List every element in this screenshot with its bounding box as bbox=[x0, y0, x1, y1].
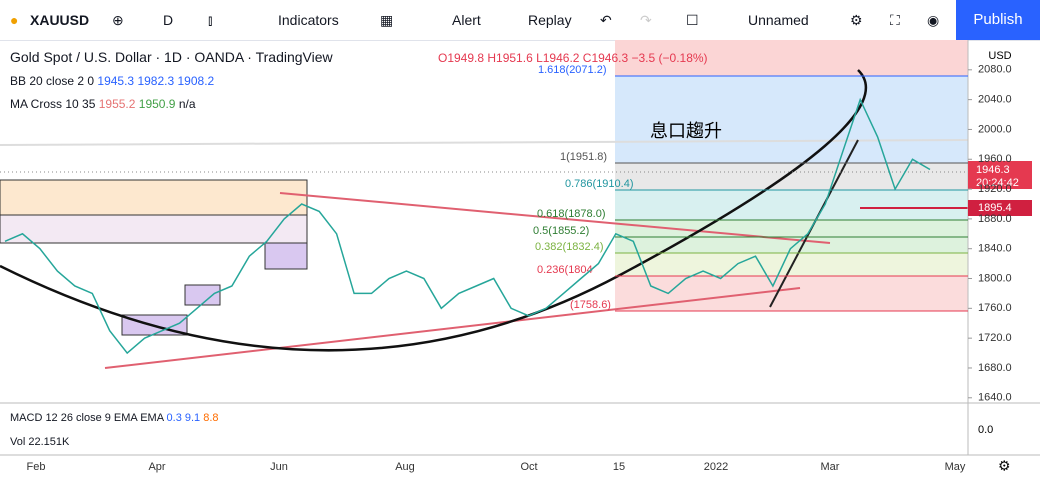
layout-box[interactable]: ☐ bbox=[686, 12, 699, 28]
y-tick-label: 1720.0 bbox=[978, 332, 1012, 344]
toolbar: ● XAUUSD ⊕ D ⫾ Indicators ▦ Alert Replay… bbox=[0, 0, 1040, 41]
settings[interactable]: ⚙ bbox=[850, 12, 863, 28]
macd-value: 8.8 bbox=[203, 412, 219, 424]
y-tick-label: 1680.0 bbox=[978, 362, 1012, 374]
y-tick-label: 2040.0 bbox=[978, 94, 1012, 106]
ma-label: MA Cross 10 35 bbox=[10, 97, 96, 111]
bb-label: BB 20 close 2 0 bbox=[10, 74, 95, 88]
fib-label: 1(1951.8) bbox=[560, 151, 607, 163]
indicators[interactable]: Indicators bbox=[278, 12, 339, 28]
fib-zone bbox=[615, 40, 968, 76]
bb-value: 1908.2 bbox=[177, 74, 215, 88]
fib-zone bbox=[615, 163, 968, 190]
fullscreen[interactable]: ⛶ bbox=[890, 12, 900, 28]
templates[interactable]: ▦ bbox=[380, 12, 394, 28]
fib-label: 0.5(1855.2) bbox=[533, 225, 589, 237]
trend-line bbox=[104, 287, 801, 369]
bb-value: 1982.3 bbox=[137, 74, 175, 88]
undo[interactable]: ↶ bbox=[600, 12, 612, 28]
chart-title: Gold Spot / U.S. Dollar · 1D · OANDA · T… bbox=[10, 49, 333, 65]
y-tick-label: 1840.0 bbox=[978, 243, 1012, 255]
chart: 息口趨升 USD 1946.3 20:24:42 1895.4 0.0 ⚙ 20… bbox=[0, 40, 1040, 474]
symbol[interactable]: XAUUSD bbox=[30, 12, 90, 28]
zone-box bbox=[0, 214, 308, 244]
snapshot[interactable]: ◉ bbox=[927, 12, 940, 28]
replay[interactable]: Replay bbox=[528, 12, 572, 28]
y-tick-label: 1960.0 bbox=[978, 153, 1012, 165]
x-tick-label: Aug bbox=[395, 461, 415, 473]
chart-type[interactable]: ⫾ bbox=[208, 12, 213, 28]
currency[interactable]: USD bbox=[988, 50, 1011, 62]
macd-legend: MACD 12 26 close 9 EMA EMA 0.3 9.1 8.8 bbox=[10, 412, 219, 424]
ma-legend: MA Cross 10 35 1955.2 1950.9 n/a bbox=[10, 97, 196, 111]
y-tick-label: 1920.0 bbox=[978, 183, 1012, 195]
y-tick-label: 1760.0 bbox=[978, 302, 1012, 314]
x-tick-label: Oct bbox=[520, 461, 537, 473]
redo[interactable]: ↷ bbox=[640, 12, 652, 28]
fib-label: 0.618(1878.0) bbox=[537, 208, 606, 220]
last-price: 1946.3 bbox=[976, 164, 1010, 176]
y-tick-label: 1800.0 bbox=[978, 272, 1012, 284]
y-tick-label: 2080.0 bbox=[978, 64, 1012, 76]
fib-zone bbox=[615, 76, 968, 163]
bb-legend: BB 20 close 2 0 1945.3 1982.3 1908.2 bbox=[10, 74, 214, 88]
symbol-icon: ● bbox=[10, 12, 19, 28]
fib-zone bbox=[615, 276, 968, 311]
zone-box bbox=[264, 242, 308, 270]
price-line bbox=[4, 97, 931, 355]
y-tick-label: 2000.0 bbox=[978, 123, 1012, 135]
zone-box bbox=[184, 284, 221, 306]
fib-label: (1758.6) bbox=[570, 299, 611, 311]
x-tick-label: Mar bbox=[821, 461, 840, 473]
trend-line bbox=[279, 192, 831, 244]
publish[interactable]: Publish bbox=[956, 0, 1040, 40]
axis-settings[interactable]: ⚙ bbox=[998, 458, 1011, 474]
ohlc: O1949.8 H1951.6 L1946.2 C1946.3 −3.5 (−0… bbox=[438, 51, 708, 65]
trend-line bbox=[0, 139, 969, 146]
macd-value: 9.1 bbox=[184, 412, 201, 424]
y-tick-label: 1640.0 bbox=[978, 392, 1012, 404]
macd-zero: 0.0 bbox=[978, 424, 993, 436]
alert[interactable]: Alert bbox=[452, 12, 481, 28]
ma-value: 1955.2 bbox=[98, 97, 136, 111]
ma-value: 1950.9 bbox=[138, 97, 176, 111]
annotation: 息口趨升 bbox=[650, 121, 722, 141]
fib-label: 0.236(1804 bbox=[537, 264, 593, 276]
x-tick-label: May bbox=[945, 461, 966, 473]
macd-label: MACD 12 26 close 9 EMA EMA bbox=[10, 412, 164, 424]
x-tick-label: Apr bbox=[148, 461, 165, 473]
marked-price-tag bbox=[968, 200, 1032, 216]
ma-value: n/a bbox=[178, 97, 196, 111]
fib-label: 0.786(1910.4) bbox=[565, 178, 634, 190]
macd-value: 0.3 bbox=[166, 412, 182, 424]
curve bbox=[0, 69, 868, 352]
volume: Vol 22.151K bbox=[10, 436, 70, 448]
x-tick-label: 15 bbox=[613, 461, 625, 473]
zone-box bbox=[0, 179, 308, 216]
add-symbol[interactable]: ⊕ bbox=[112, 12, 124, 28]
y-tick-label: 1880.0 bbox=[978, 213, 1012, 225]
x-tick-label: 2022 bbox=[704, 461, 728, 473]
last-price-tag bbox=[968, 161, 1032, 189]
fib-label: 0.382(1832.4) bbox=[535, 241, 604, 253]
fib-label: 1.618(2071.2) bbox=[538, 64, 607, 76]
x-tick-label: Jun bbox=[270, 461, 288, 473]
bb-value: 1945.3 bbox=[97, 74, 135, 88]
x-tick-label: Feb bbox=[27, 461, 46, 473]
fib-zone bbox=[615, 190, 968, 220]
countdown: 20:24:42 bbox=[976, 177, 1019, 189]
marked-price: 1895.4 bbox=[978, 202, 1012, 214]
interval[interactable]: D bbox=[163, 12, 174, 28]
layout-name[interactable]: Unnamed bbox=[748, 12, 809, 28]
